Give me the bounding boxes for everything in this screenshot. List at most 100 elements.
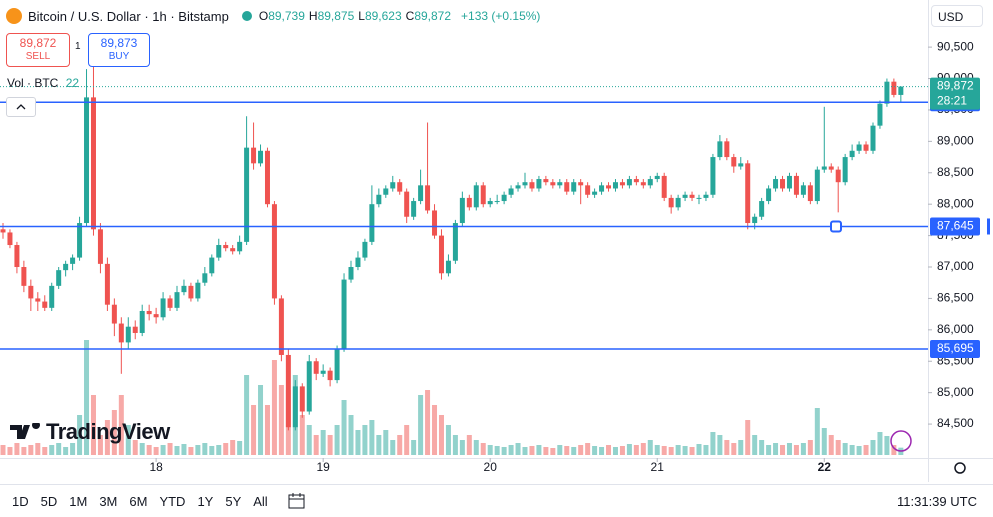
last-price-tag bbox=[930, 77, 980, 110]
candle-body bbox=[731, 157, 737, 167]
candle-body bbox=[773, 179, 779, 189]
range-button[interactable]: 1D bbox=[12, 494, 29, 509]
volume-bar bbox=[445, 425, 451, 455]
candle-body bbox=[828, 166, 834, 170]
candle-body bbox=[585, 185, 591, 195]
ohlc-key: H bbox=[308, 9, 318, 23]
volume-bar bbox=[647, 440, 653, 455]
volume-bar bbox=[877, 432, 883, 455]
volume-bar bbox=[564, 446, 570, 455]
currency-select[interactable]: USD bbox=[931, 5, 983, 27]
candle-body bbox=[759, 201, 765, 217]
range-button[interactable]: 1Y bbox=[197, 494, 214, 509]
candle-body bbox=[842, 157, 848, 183]
candle-body bbox=[160, 298, 166, 318]
candle-body bbox=[543, 179, 549, 183]
volume-bar bbox=[793, 445, 799, 455]
volume-bar bbox=[244, 375, 250, 455]
candle-body bbox=[306, 361, 312, 412]
volume-bar bbox=[842, 443, 848, 455]
candle-body bbox=[174, 292, 180, 308]
range-button[interactable]: 3M bbox=[99, 494, 118, 509]
volume-bar bbox=[501, 447, 507, 455]
volume-bar bbox=[626, 444, 632, 455]
line-handle[interactable] bbox=[830, 220, 842, 233]
candle-body bbox=[313, 361, 319, 374]
volume-bar bbox=[529, 446, 535, 455]
settings-icon[interactable] bbox=[954, 462, 966, 474]
candle-body bbox=[891, 81, 897, 95]
change: +133 (+0.15%) bbox=[461, 9, 541, 23]
volume-value: 22 bbox=[65, 76, 80, 90]
volume-bar bbox=[125, 425, 131, 455]
x-tick-label: 22 bbox=[818, 460, 832, 474]
x-tick-label: 21 bbox=[651, 460, 665, 474]
candle-body bbox=[285, 354, 291, 428]
volume-bar bbox=[223, 443, 229, 455]
candle-body bbox=[724, 141, 730, 158]
volume-bar bbox=[849, 445, 855, 455]
candle-body bbox=[7, 232, 13, 246]
volume-bar bbox=[592, 446, 598, 455]
volume-bar bbox=[181, 444, 187, 455]
range-button[interactable]: 5Y bbox=[225, 494, 242, 509]
volume-bar bbox=[668, 447, 674, 455]
volume-bar bbox=[689, 447, 695, 455]
candle-body bbox=[487, 201, 493, 205]
volume-bar bbox=[863, 445, 869, 455]
candle-body bbox=[898, 86, 904, 95]
volume-bar bbox=[432, 405, 438, 455]
volume-bar bbox=[557, 445, 563, 455]
range-button[interactable]: All bbox=[253, 494, 268, 509]
candle-body bbox=[14, 245, 20, 268]
volume-bar bbox=[466, 435, 472, 455]
volume-bar bbox=[104, 420, 110, 455]
volume-bar bbox=[14, 443, 20, 455]
candle-body bbox=[766, 188, 772, 202]
y-tick-label: 84,500 bbox=[937, 416, 974, 430]
candle-body bbox=[647, 179, 653, 186]
candle-body bbox=[452, 223, 458, 261]
volume-bar bbox=[710, 432, 716, 455]
volume-bar bbox=[550, 448, 556, 455]
candle-body bbox=[28, 285, 34, 299]
candle-body bbox=[97, 229, 103, 264]
volume-bar bbox=[696, 444, 702, 455]
volume-bar bbox=[425, 390, 431, 455]
volume-bar bbox=[571, 447, 577, 455]
candle-body bbox=[237, 241, 243, 252]
candle-body bbox=[320, 370, 326, 374]
volume-bar bbox=[77, 415, 83, 455]
range-button[interactable]: YTD bbox=[159, 494, 186, 509]
volume-bar bbox=[543, 447, 549, 455]
volume-bar bbox=[139, 443, 145, 455]
volume-bar bbox=[640, 443, 646, 455]
volume-bar bbox=[870, 440, 876, 455]
sell-button[interactable]: 89,872 SELL bbox=[6, 33, 70, 67]
collapse-button[interactable] bbox=[6, 97, 36, 117]
range-button[interactable]: 1M bbox=[69, 494, 88, 509]
assistant-icon[interactable] bbox=[890, 430, 912, 452]
countdown: 28:21 bbox=[937, 94, 967, 108]
candle-body bbox=[244, 147, 250, 242]
candle-body bbox=[501, 194, 507, 202]
volume-bar bbox=[654, 445, 660, 455]
symbol[interactable]: Bitcoin / U.S. Dollar · 1h · Bitstamp bbox=[28, 8, 229, 24]
range-button[interactable]: 6M bbox=[129, 494, 148, 509]
volume-bar bbox=[578, 445, 584, 455]
candle-body bbox=[592, 191, 598, 195]
y-tick-label: 90,500 bbox=[937, 39, 974, 53]
status-dot bbox=[241, 11, 252, 21]
candle-body bbox=[522, 182, 528, 186]
buy-price: 89,873 bbox=[100, 36, 138, 50]
volume-bar bbox=[585, 443, 591, 455]
volume-bar bbox=[738, 440, 744, 455]
buy-button[interactable]: 89,873 BUY bbox=[88, 33, 150, 67]
date-range-icon[interactable] bbox=[287, 491, 307, 516]
candle-body bbox=[383, 188, 389, 195]
candle-body bbox=[167, 298, 173, 308]
volume-bar bbox=[313, 435, 319, 455]
candle-body bbox=[703, 194, 709, 198]
volume-bar bbox=[828, 435, 834, 455]
range-button[interactable]: 5D bbox=[40, 494, 58, 509]
